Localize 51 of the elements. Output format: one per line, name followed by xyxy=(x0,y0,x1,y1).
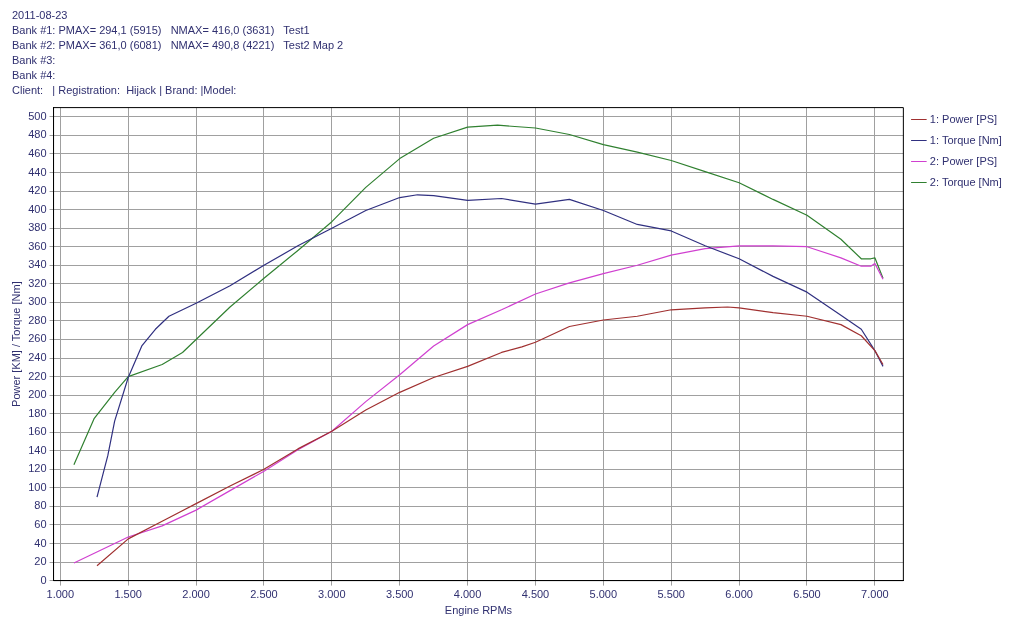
y-tick-label: 180 xyxy=(28,406,47,419)
y-tick-label: 100 xyxy=(28,480,47,493)
legend-label: 2: Torque [Nm] xyxy=(929,175,1002,188)
text: Bank #1: PMAX= 294,1 (5915) NMAX= 416,0 (3631) Test1 xyxy=(12,23,311,38)
x-tick-label: 5.000 xyxy=(589,588,618,601)
y-tick-label: 400 xyxy=(28,202,47,215)
text: Bank #2: PMAX= 361,0 (6081) NMAX= 490,8 (4221) Test2 Map 2 xyxy=(12,38,345,53)
x-tick-label: 7.000 xyxy=(861,588,889,601)
x-tick-label: 2.000 xyxy=(182,588,210,601)
y-tick-label: 220 xyxy=(28,369,47,382)
text: 2011-08-23 xyxy=(12,8,69,23)
y-tick-label: 40 xyxy=(34,536,47,549)
x-tick-label: 2.500 xyxy=(250,588,278,601)
x-tick-label: 6.500 xyxy=(793,588,821,601)
legend-label: 1: Power [PS] xyxy=(929,112,998,125)
y-tick-label: 200 xyxy=(28,388,47,401)
y-tick-label: 260 xyxy=(28,332,47,345)
x-tick-label: 4.000 xyxy=(453,588,482,601)
y-tick-label: 380 xyxy=(28,221,47,234)
y-tick-label: 160 xyxy=(28,425,47,438)
y-tick-label: 320 xyxy=(28,276,47,289)
legend-label: 2: Power [PS] xyxy=(929,154,998,167)
y-tick-label: 360 xyxy=(28,239,47,252)
y-tick-label: 0 xyxy=(40,573,47,586)
y-tick-label: 340 xyxy=(28,258,47,271)
text: Bank #3: xyxy=(12,53,57,68)
y-tick-label: 20 xyxy=(34,555,47,568)
y-tick-label: 500 xyxy=(28,109,47,122)
x-tick-label: 6.000 xyxy=(725,588,753,601)
y-tick-label: 480 xyxy=(28,128,47,141)
y-tick-label: 280 xyxy=(28,313,47,326)
y-tick-label: 460 xyxy=(28,147,47,159)
legend-label: 1: Torque [Nm] xyxy=(929,133,1002,146)
x-axis-title: Engine RPMs xyxy=(444,604,513,617)
text: Client: | Registration: Hijack | Brand: |Model: xyxy=(12,83,238,98)
y-axis-title: Power [KM] / Torque [Nm] xyxy=(9,281,22,407)
x-tick-label: 5.500 xyxy=(657,588,685,601)
y-tick-label: 80 xyxy=(34,499,47,512)
x-tick-label: 3.500 xyxy=(385,588,414,601)
text: Bank #4: xyxy=(12,68,57,83)
x-tick-label: 1.000 xyxy=(46,588,75,601)
x-tick-label: 4.500 xyxy=(521,588,550,601)
y-tick-label: 420 xyxy=(28,184,47,197)
y-tick-label: 440 xyxy=(28,165,47,178)
y-tick-label: 120 xyxy=(28,462,47,475)
y-tick-label: 300 xyxy=(28,295,47,308)
x-tick-label: 1.500 xyxy=(114,588,142,601)
x-tick-label: 3.000 xyxy=(318,588,346,601)
y-tick-label: 140 xyxy=(28,443,47,456)
y-tick-label: 60 xyxy=(34,517,47,530)
y-tick-label: 240 xyxy=(28,351,47,364)
